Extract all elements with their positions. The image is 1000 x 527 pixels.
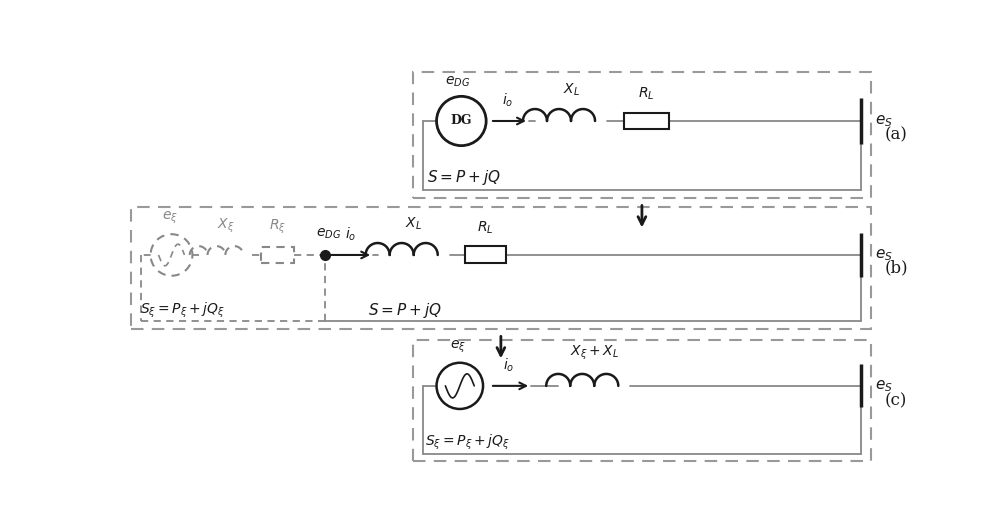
Text: $X_L$: $X_L$ — [405, 216, 422, 232]
Text: (a): (a) — [884, 126, 907, 144]
Text: $i_o$: $i_o$ — [502, 91, 514, 109]
Bar — [131, 207, 871, 329]
Text: $R_{\xi}$: $R_{\xi}$ — [269, 218, 286, 237]
Text: DG: DG — [451, 114, 472, 128]
Text: $S_{\xi} = P_{\xi} + jQ_{\xi}$: $S_{\xi} = P_{\xi} + jQ_{\xi}$ — [425, 433, 510, 452]
Text: $R_L$: $R_L$ — [477, 219, 494, 236]
Text: $e_{DG}$: $e_{DG}$ — [316, 227, 341, 241]
Text: $X_{\xi}$: $X_{\xi}$ — [217, 217, 234, 236]
Text: $X_{\xi} + X_L$: $X_{\xi} + X_L$ — [570, 343, 619, 362]
Bar — [624, 113, 669, 130]
Circle shape — [437, 96, 486, 145]
Text: $e_S$: $e_S$ — [875, 378, 893, 394]
Circle shape — [437, 363, 483, 409]
Text: $R_L$: $R_L$ — [638, 85, 655, 102]
Text: $i_o$: $i_o$ — [345, 225, 356, 242]
Text: $S = P + jQ$: $S = P + jQ$ — [427, 168, 501, 187]
Text: (b): (b) — [884, 260, 908, 277]
Text: $e_S$: $e_S$ — [875, 113, 893, 129]
Text: $e_{\xi}$: $e_{\xi}$ — [450, 339, 466, 355]
Bar — [413, 340, 871, 461]
Text: $e_S$: $e_S$ — [875, 247, 893, 263]
Text: $i_o$: $i_o$ — [503, 356, 514, 374]
Text: (c): (c) — [884, 392, 907, 409]
Text: $e_{DG}$: $e_{DG}$ — [445, 74, 470, 89]
Text: $S_{\xi} = P_{\xi} + jQ_{\xi}$: $S_{\xi} = P_{\xi} + jQ_{\xi}$ — [140, 300, 226, 320]
Text: $e_{\xi}$: $e_{\xi}$ — [162, 210, 178, 227]
Text: $X_L$: $X_L$ — [563, 82, 579, 98]
Text: $S = P + jQ$: $S = P + jQ$ — [368, 300, 442, 320]
Bar — [261, 247, 294, 262]
Bar — [413, 73, 871, 198]
Circle shape — [151, 234, 192, 276]
Bar — [465, 247, 506, 264]
